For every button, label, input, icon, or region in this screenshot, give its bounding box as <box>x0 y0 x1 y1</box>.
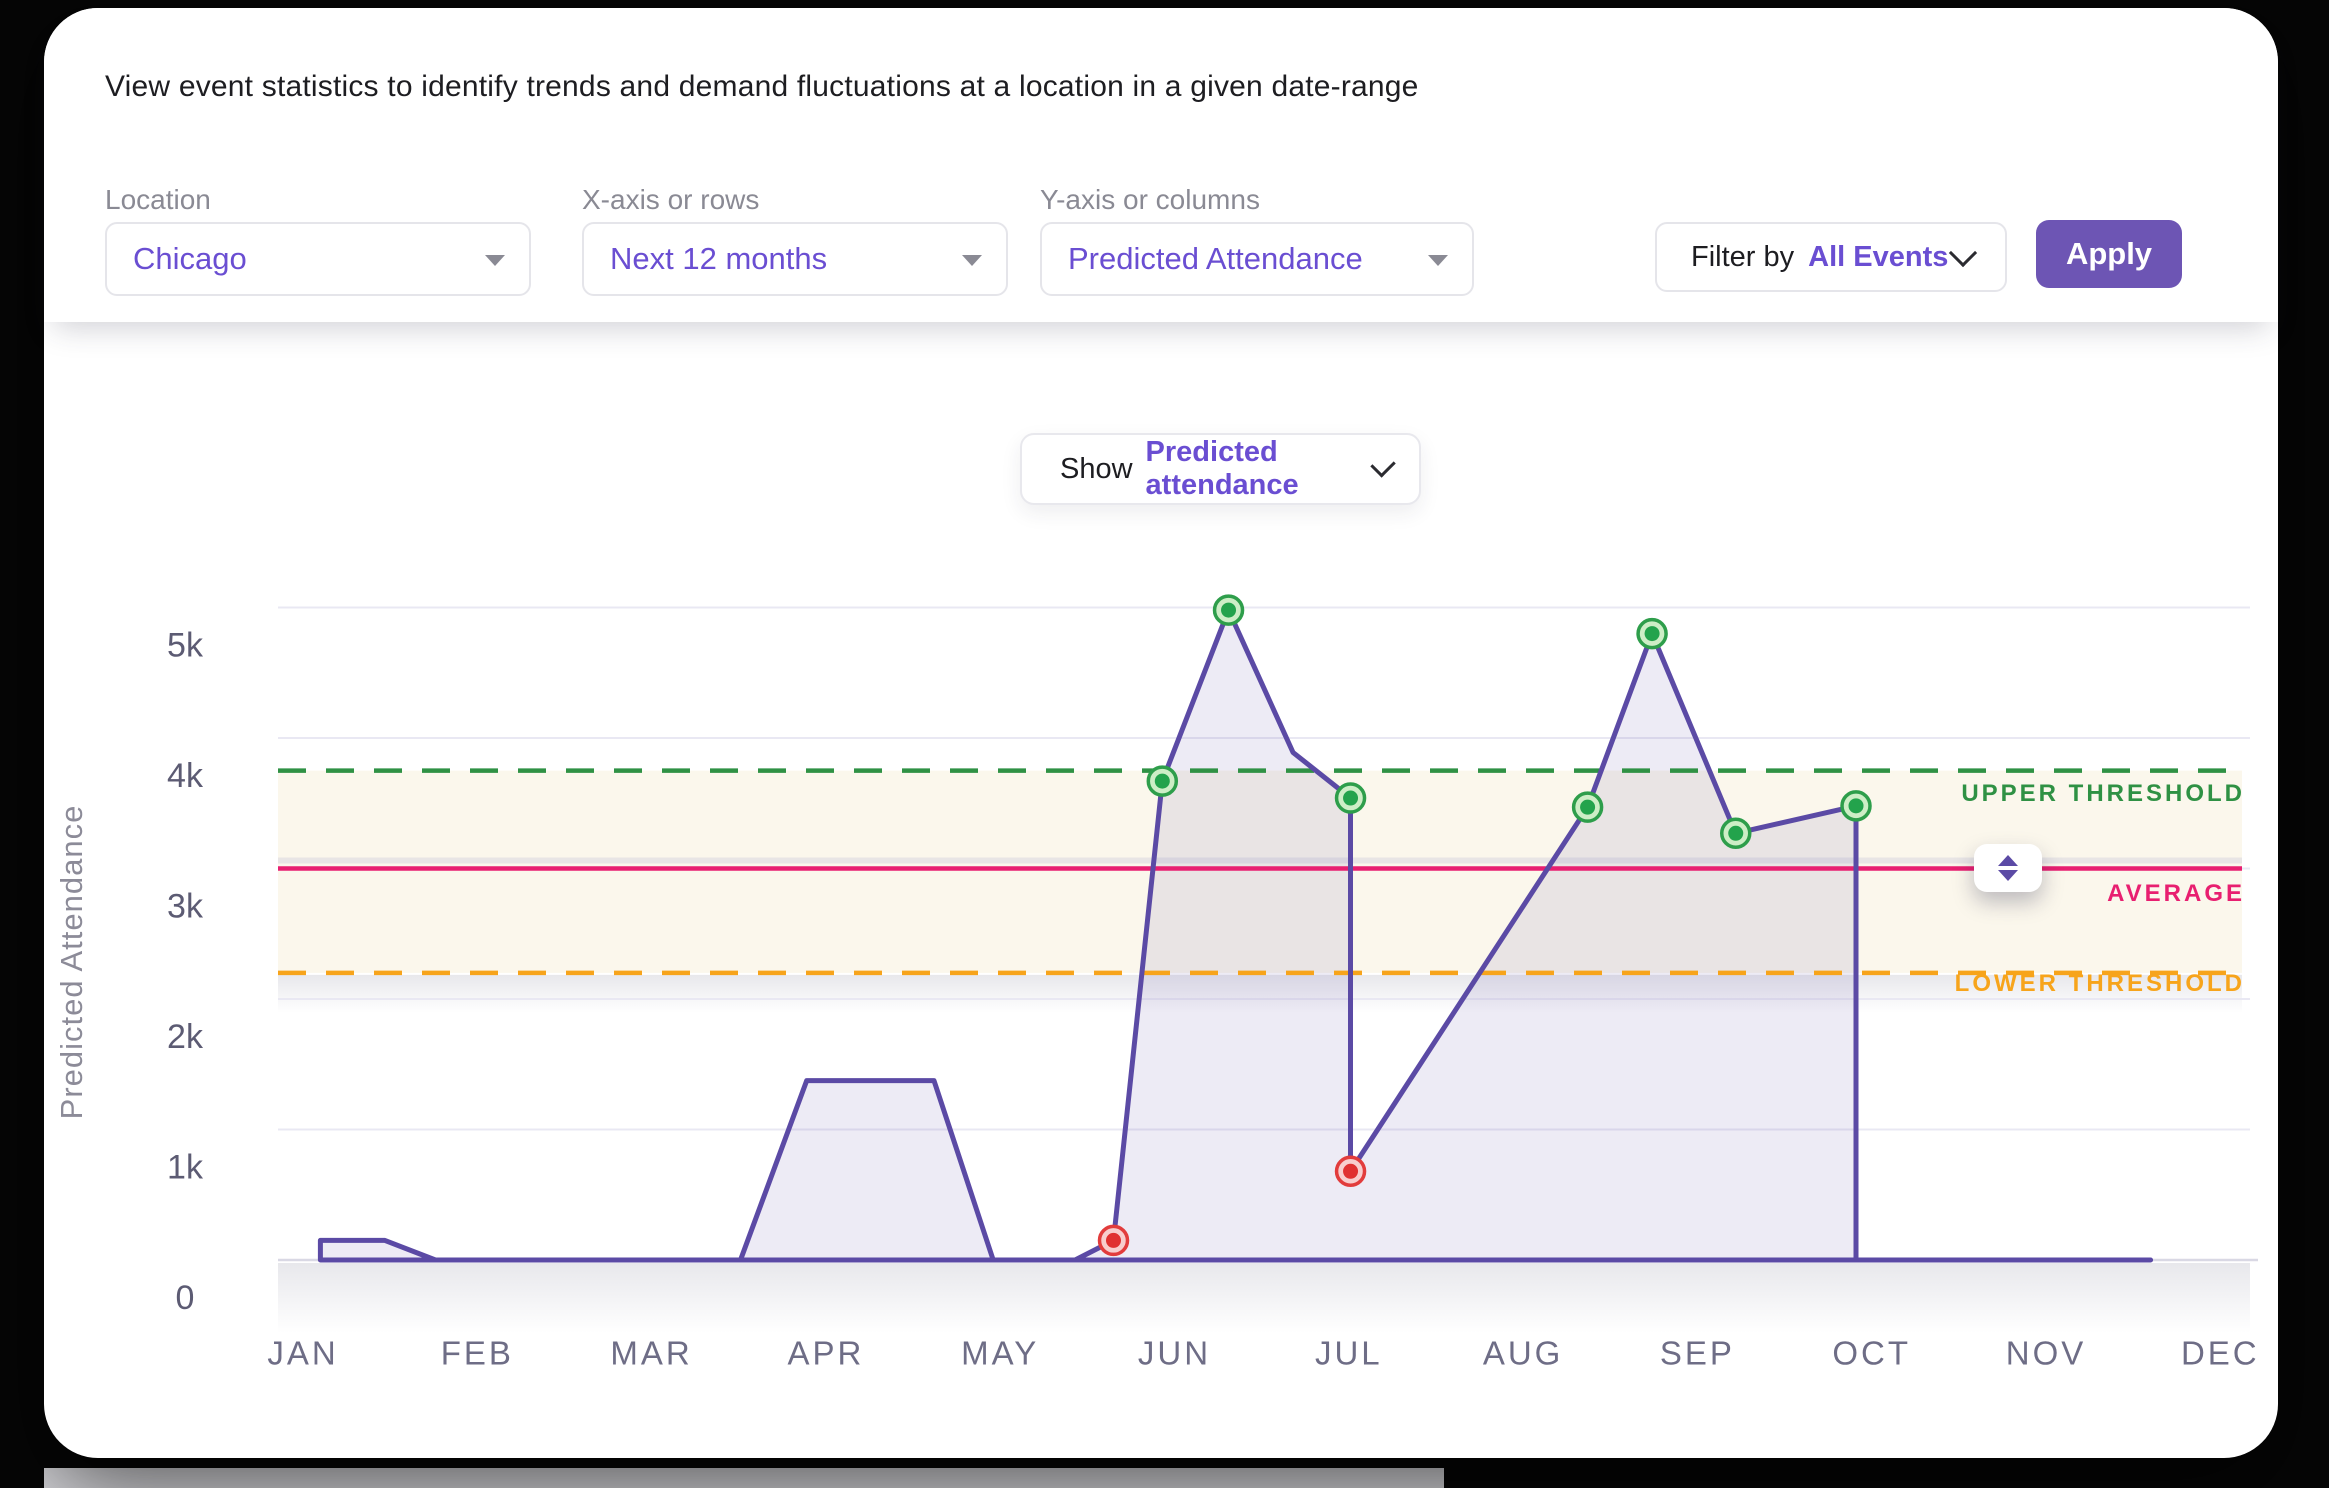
x-axis-select[interactable]: Next 12 months <box>582 222 1008 296</box>
lower-threshold-label: LOWER THRESHOLD <box>1954 970 2245 997</box>
show-prefix: Show <box>1060 452 1133 485</box>
svg-text:AUG: AUG <box>1483 1335 1564 1372</box>
lower-card-edge <box>44 1468 1444 1488</box>
average-label: AVERAGE <box>2107 880 2245 907</box>
caret-down-icon <box>962 255 982 276</box>
show-metric-value: Predicted attendance <box>1145 436 1299 501</box>
svg-text:JUL: JUL <box>1315 1335 1383 1372</box>
y-axis-select[interactable]: Predicted Attendance <box>1040 222 1474 296</box>
svg-text:JUN: JUN <box>1138 1335 1211 1372</box>
svg-text:DEC: DEC <box>2181 1335 2260 1372</box>
location-select-value: Chicago <box>133 241 247 276</box>
svg-text:JAN: JAN <box>267 1335 338 1372</box>
caret-down-icon <box>485 255 505 276</box>
apply-button[interactable]: Apply <box>2036 220 2182 288</box>
svg-text:5k: 5k <box>167 626 204 664</box>
average-drag-handle[interactable] <box>1974 844 2042 892</box>
header-bar: View event statistics to identify trends… <box>44 8 2278 322</box>
svg-text:3k: 3k <box>167 887 204 925</box>
y-axis-select-value: Predicted Attendance <box>1068 241 1363 276</box>
svg-text:OCT: OCT <box>1832 1335 1911 1372</box>
svg-text:2k: 2k <box>167 1018 204 1056</box>
x-axis-select-value: Next 12 months <box>610 241 828 276</box>
filter-by-select[interactable]: Filter by All Events <box>1655 222 2007 292</box>
show-metric-select[interactable]: Show Predicted attendance <box>1020 433 1421 505</box>
svg-text:APR: APR <box>787 1335 864 1372</box>
svg-text:0: 0 <box>176 1279 195 1317</box>
svg-text:MAR: MAR <box>610 1335 692 1372</box>
filter-by-value: All Events <box>1808 240 1949 273</box>
svg-text:1k: 1k <box>167 1148 204 1186</box>
svg-text:Predicted Attendance: Predicted Attendance <box>54 805 89 1120</box>
page-description: View event statistics to identify trends… <box>105 70 1419 103</box>
caret-down-icon <box>1428 255 1448 276</box>
upper-threshold-label: UPPER THRESHOLD <box>1961 780 2245 807</box>
svg-text:FEB: FEB <box>441 1335 514 1372</box>
chevron-down-icon <box>1948 238 1978 268</box>
location-label: Location <box>105 184 211 215</box>
triangle-down-icon <box>1998 870 2018 891</box>
svg-text:MAY: MAY <box>961 1335 1039 1372</box>
filter-by-prefix: Filter by <box>1691 240 1795 273</box>
svg-text:4k: 4k <box>167 757 204 795</box>
triangle-up-icon <box>1998 845 2018 866</box>
dashboard-card: View event statistics to identify trends… <box>44 8 2278 1458</box>
x-axis-label: X-axis or rows <box>582 184 760 215</box>
svg-text:SEP: SEP <box>1660 1335 1735 1372</box>
y-axis-label: Y-axis or columns <box>1040 184 1260 215</box>
svg-text:NOV: NOV <box>2006 1335 2087 1372</box>
location-select[interactable]: Chicago <box>105 222 531 296</box>
